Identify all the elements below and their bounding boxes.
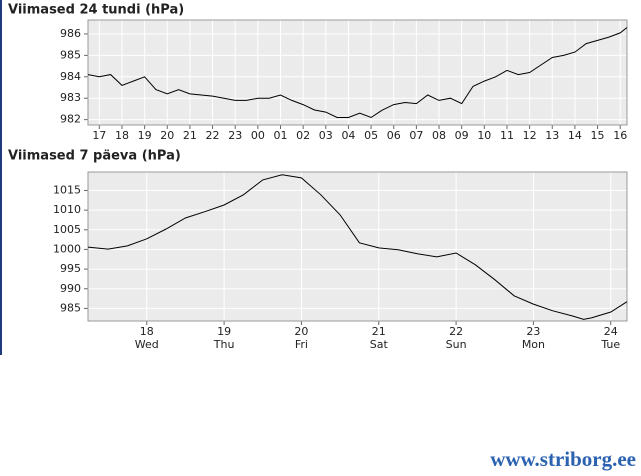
x-tick-label: 21 [183, 129, 197, 142]
x-tick-label: 24 [604, 325, 618, 338]
y-tick-label: 1005 [53, 223, 81, 236]
x-tick-label: 10 [477, 129, 491, 142]
x-tick-label: 09 [455, 129, 469, 142]
y-tick-label: 983 [60, 91, 81, 104]
x-tick-label: 04 [341, 129, 355, 142]
x-tick-label: 02 [296, 129, 310, 142]
x-tick-label: 03 [319, 129, 333, 142]
x-tick-label: 12 [523, 129, 537, 142]
plot-area [87, 19, 628, 126]
left-bar [0, 0, 2, 355]
pressure-line [87, 174, 628, 320]
x-tick-label: 19 [217, 325, 231, 338]
x-tick-label: 18 [115, 129, 129, 142]
x-tick-label: 07 [409, 129, 423, 142]
x-tick-label: 11 [500, 129, 514, 142]
footer: www.striborg.ee [490, 447, 636, 471]
x-tick-label: 01 [274, 129, 288, 142]
plot-border [87, 171, 628, 322]
x-tick-sublabel: Wed [135, 338, 159, 351]
x-tick-label: 13 [545, 129, 559, 142]
x-tick-label: 06 [387, 129, 401, 142]
chart-title: Viimased 24 tundi (hPa) [8, 3, 184, 18]
plot-area [87, 171, 628, 322]
x-tick-label: 14 [568, 129, 582, 142]
x-tick-sublabel: Thu [213, 338, 235, 351]
y-tick-label: 986 [60, 27, 81, 40]
x-tick-label: 21 [372, 325, 386, 338]
x-tick-label: 17 [92, 129, 106, 142]
y-tick-label: 985 [60, 48, 81, 61]
y-tick-label: 985 [60, 301, 81, 314]
y-tick-label: 984 [60, 70, 81, 83]
x-tick-sublabel: Sun [446, 338, 467, 351]
x-tick-label: 22 [206, 129, 220, 142]
y-tick-label: 982 [60, 113, 81, 126]
plot-border [87, 19, 628, 126]
y-tick-label: 990 [60, 282, 81, 295]
x-tick-label: 18 [140, 325, 154, 338]
x-tick-label: 05 [364, 129, 378, 142]
x-tick-sublabel: Tue [600, 338, 620, 351]
x-tick-label: 22 [449, 325, 463, 338]
x-tick-label: 16 [613, 129, 627, 142]
x-tick-label: 20 [160, 129, 174, 142]
x-tick-label: 23 [228, 129, 242, 142]
x-tick-sublabel: Fri [295, 338, 308, 351]
y-tick-label: 1015 [53, 183, 81, 196]
x-tick-label: 00 [251, 129, 265, 142]
y-tick-label: 1010 [53, 203, 81, 216]
x-tick-label: 23 [526, 325, 540, 338]
y-tick-label: 1000 [53, 242, 81, 255]
y-tick-label: 995 [60, 262, 81, 275]
x-tick-sublabel: Mon [522, 338, 545, 351]
pressure-line [87, 27, 628, 119]
x-tick-label: 19 [138, 129, 152, 142]
x-tick-label: 15 [591, 129, 605, 142]
chart-title: Viimased 7 päeva (hPa) [8, 149, 181, 164]
x-tick-label: 20 [294, 325, 308, 338]
x-tick-label: 08 [432, 129, 446, 142]
x-tick-sublabel: Sat [370, 338, 389, 351]
